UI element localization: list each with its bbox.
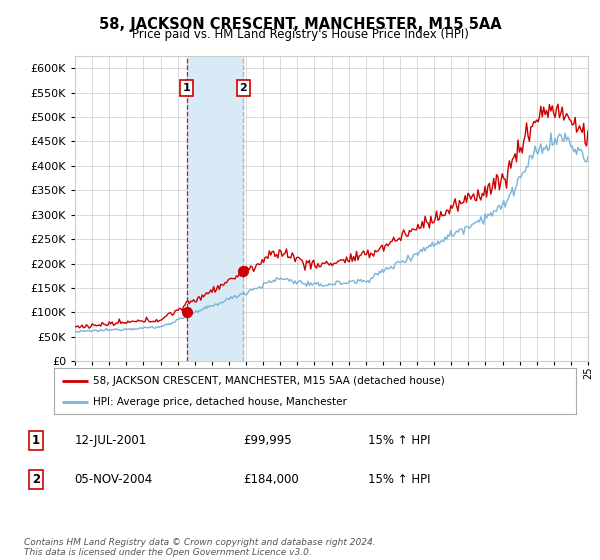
Text: 1: 1 [32,434,40,447]
Text: 12-JUL-2001: 12-JUL-2001 [74,434,146,447]
Bar [187,56,243,361]
Text: HPI: Average price, detached house, Manchester: HPI: Average price, detached house, Manc… [93,397,347,407]
Text: 58, JACKSON CRESCENT, MANCHESTER, M15 5AA: 58, JACKSON CRESCENT, MANCHESTER, M15 5A… [98,17,502,32]
Text: Contains HM Land Registry data © Crown copyright and database right 2024.
This d: Contains HM Land Registry data © Crown c… [24,538,376,557]
Text: 15% ↑ HPI: 15% ↑ HPI [368,473,430,486]
Text: Price paid vs. HM Land Registry's House Price Index (HPI): Price paid vs. HM Land Registry's House … [131,28,469,41]
Text: 2: 2 [32,473,40,486]
Text: £184,000: £184,000 [244,473,299,486]
Text: 58, JACKSON CRESCENT, MANCHESTER, M15 5AA (detached house): 58, JACKSON CRESCENT, MANCHESTER, M15 5A… [93,376,445,386]
Text: 1: 1 [183,83,191,93]
Text: 15% ↑ HPI: 15% ↑ HPI [368,434,430,447]
Text: 2: 2 [239,83,247,93]
Text: £99,995: £99,995 [244,434,292,447]
Text: 05-NOV-2004: 05-NOV-2004 [74,473,152,486]
